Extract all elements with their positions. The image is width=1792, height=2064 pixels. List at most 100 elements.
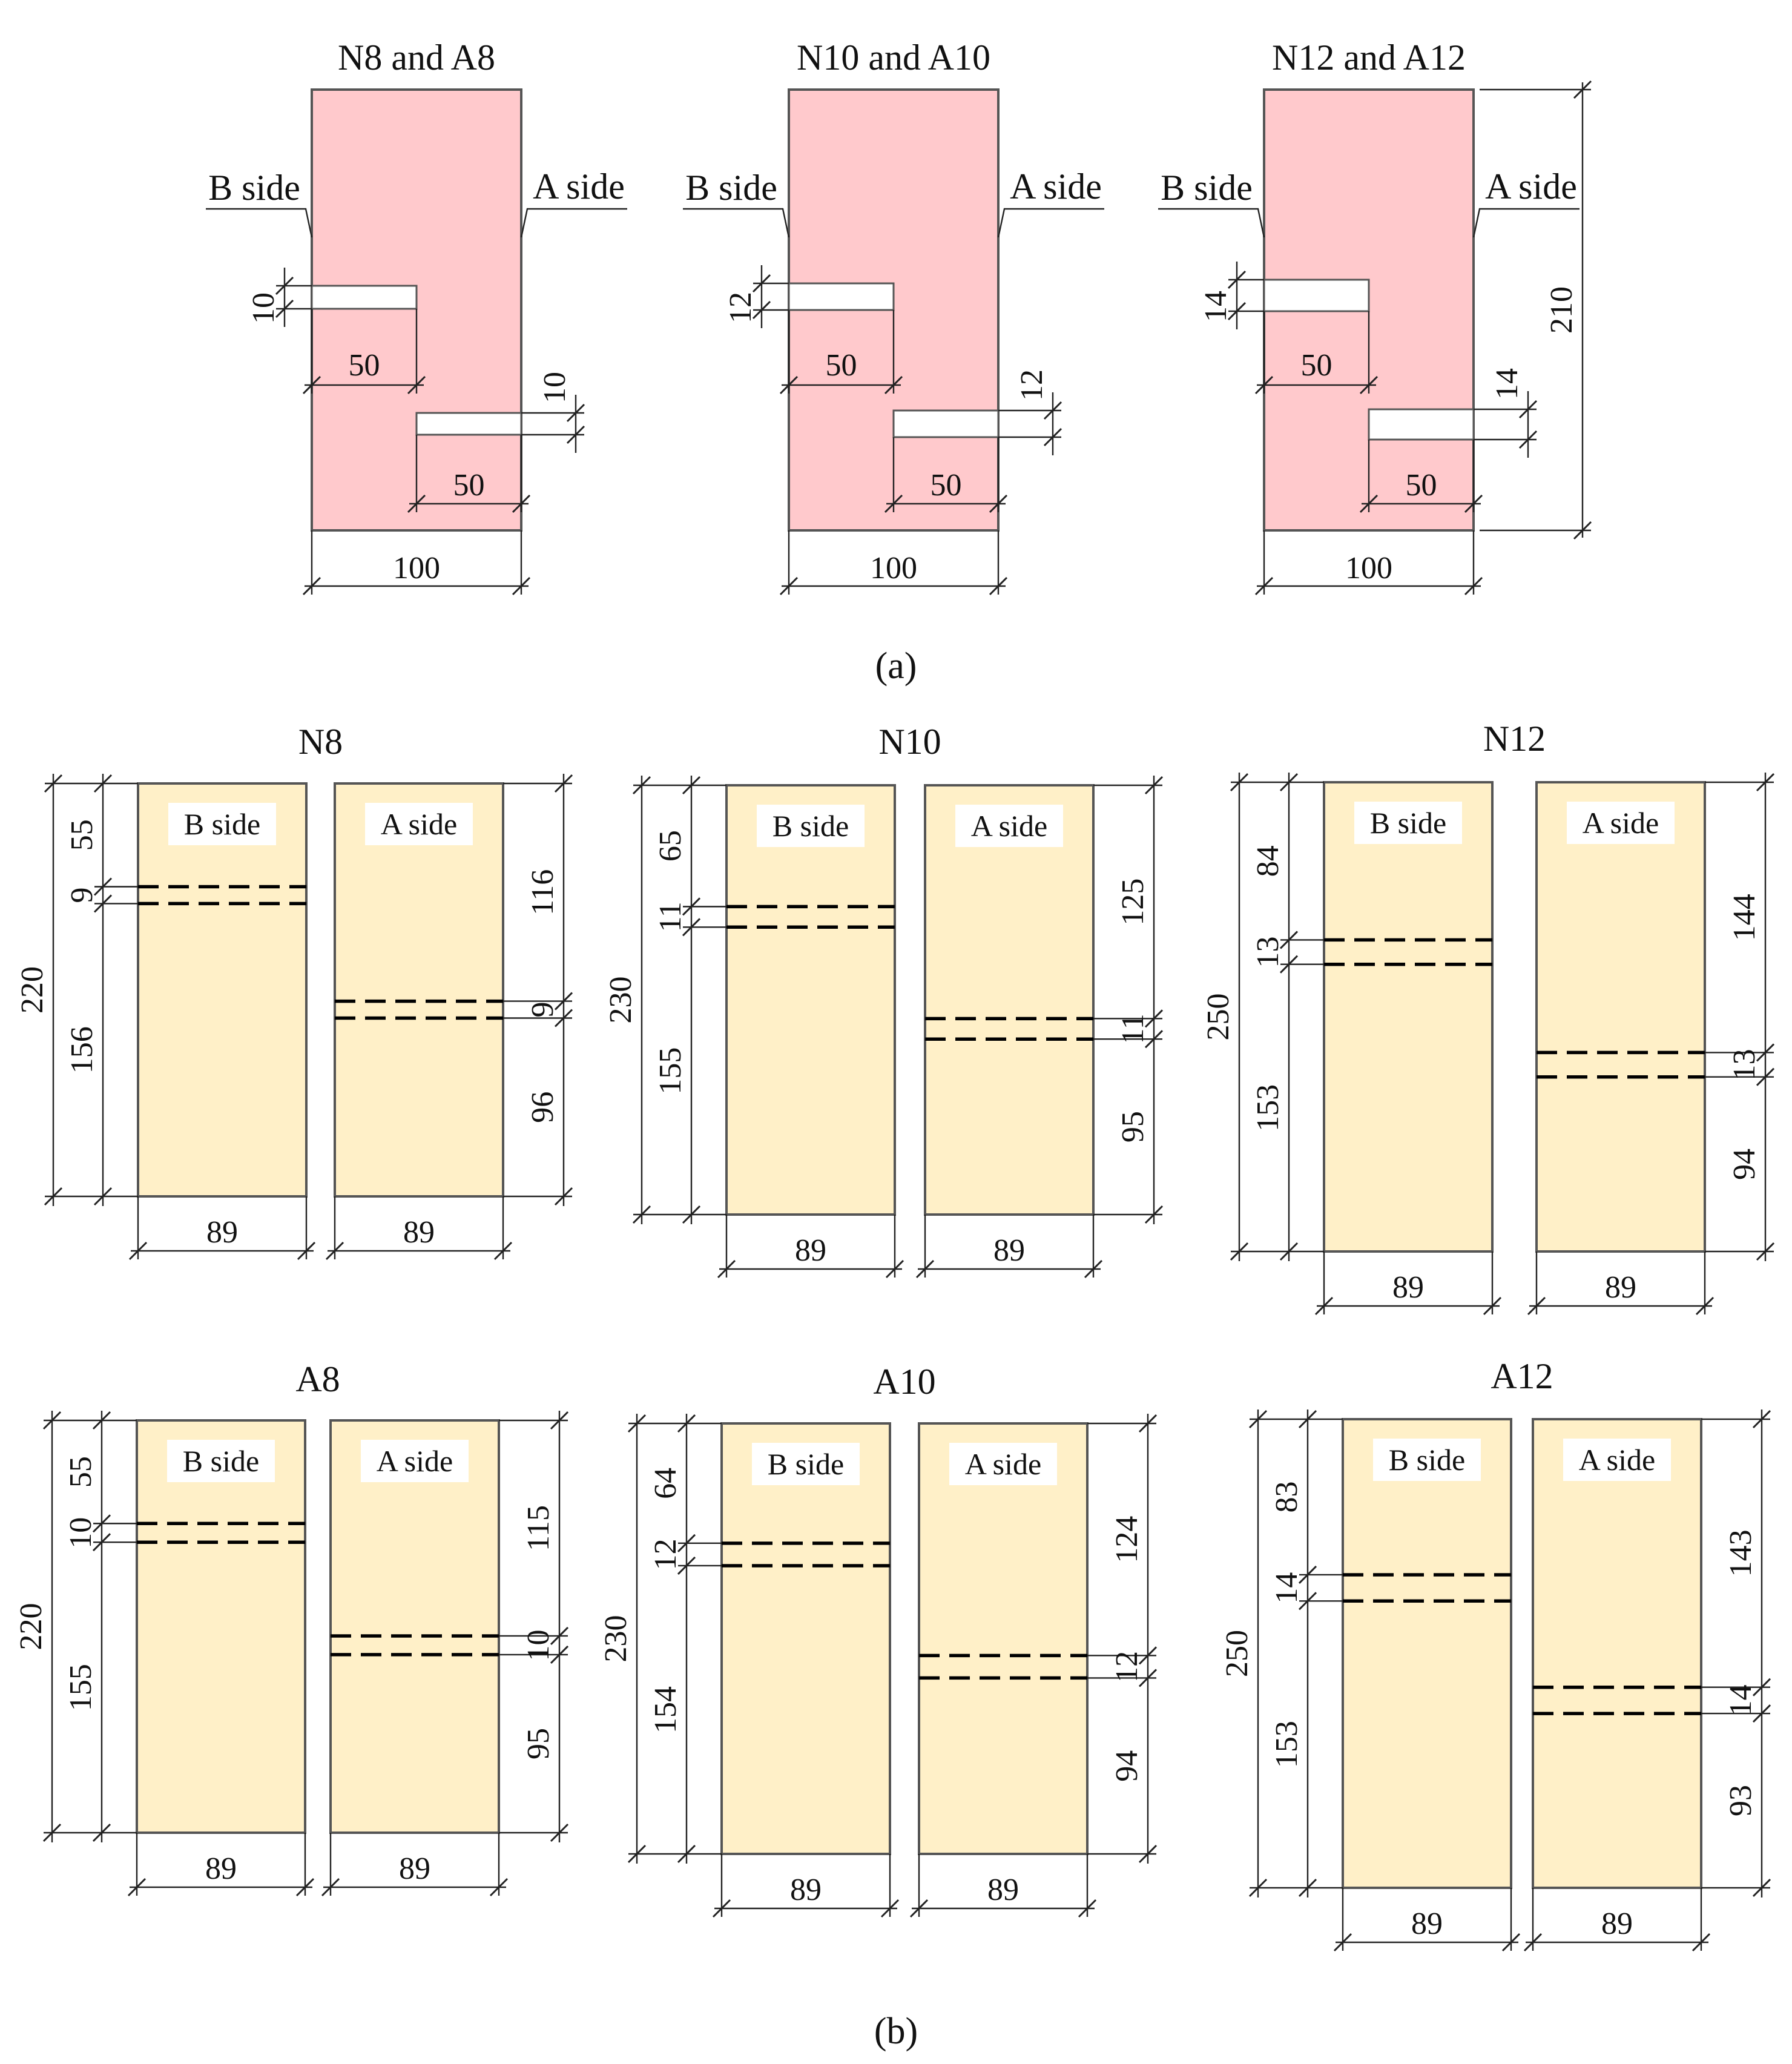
overall-width-value: 100 <box>1345 551 1392 585</box>
dimension-tick <box>275 299 294 318</box>
a-slot-height-value: 10 <box>538 372 572 403</box>
dimension-tick <box>1752 1678 1771 1696</box>
b-side-label: B side <box>685 168 777 208</box>
b-side-leader <box>206 208 313 238</box>
b-gap-value: 12 <box>648 1538 683 1570</box>
b-side-label-box <box>1373 1439 1481 1481</box>
b-side-label: B side <box>208 168 300 208</box>
b-side-panel <box>1323 781 1494 1253</box>
a-top-value: 115 <box>521 1505 556 1551</box>
dimension-tick <box>1144 776 1164 795</box>
dimension-tick <box>1298 1410 1317 1429</box>
dimension-tick <box>752 300 771 320</box>
a-top-value: 124 <box>1110 1516 1144 1563</box>
dimension-tick <box>550 1645 569 1664</box>
dimension-tick <box>632 776 651 795</box>
a-side-label-box <box>361 1440 469 1482</box>
dimension-tick <box>44 774 63 793</box>
a-slot-height-value: 14 <box>1490 368 1524 400</box>
dimension-tick <box>1756 1043 1775 1062</box>
dimension-tick <box>1523 1933 1543 1952</box>
dimension-tick <box>1043 401 1062 420</box>
b-gap-value: 11 <box>653 902 688 932</box>
a-side-label: A side <box>533 167 625 206</box>
dimension-tick <box>93 877 113 896</box>
a-side-label: A side <box>377 1444 453 1478</box>
part-a-specimen: N10 and A10 B side A side 12 50 12 50 100 <box>683 38 1104 596</box>
dimension-tick <box>93 1187 113 1206</box>
dimension-tick <box>44 1187 63 1206</box>
dimension-tick <box>302 375 321 395</box>
a-side-slot <box>892 409 1000 438</box>
specimen-title: N8 and A8 <box>338 38 495 77</box>
b-width-value: 89 <box>790 1873 822 1907</box>
a-width-value: 89 <box>1605 1270 1636 1305</box>
specimen-title: N12 and A12 <box>1272 38 1466 77</box>
a-slot-height-value: 12 <box>1015 369 1049 401</box>
b-bottom-value: 154 <box>648 1686 683 1733</box>
b-side-label: B side <box>772 809 849 843</box>
part-b-drawings: N8 B side A side 220 55 9 156 116 9 96 89 89 N10 B si… <box>14 719 1775 1952</box>
b-bottom-value: 156 <box>65 1026 99 1073</box>
overall-height-value: 210 <box>1544 286 1579 334</box>
dimension-tick <box>493 1241 513 1261</box>
dimension-tick <box>1230 773 1249 792</box>
dimension-tick <box>1756 1242 1775 1261</box>
dimension-tick <box>712 1899 731 1918</box>
dimension-tick <box>1298 1592 1317 1611</box>
dimension-tick <box>1078 1899 1097 1918</box>
dimension-tick <box>717 1259 736 1279</box>
dimension-tick <box>554 1187 573 1206</box>
dimension-tick <box>1138 1844 1158 1864</box>
a-side-panel <box>334 782 504 1198</box>
a-side-label: A side <box>1010 167 1102 206</box>
dimension-tick <box>677 1556 696 1575</box>
b-side-panel <box>725 784 896 1216</box>
dimension-tick <box>884 494 903 513</box>
specimen-title: N12 <box>1483 719 1546 759</box>
a-side-panel <box>329 1419 500 1834</box>
a-side-label-box <box>365 803 473 845</box>
b-width-value: 89 <box>795 1233 826 1268</box>
dimension-tick <box>1144 1205 1164 1224</box>
b-side-label: B side <box>183 1444 259 1478</box>
dimension-tick <box>42 1823 62 1842</box>
dimension-tick <box>627 1844 647 1864</box>
a-side-panel <box>918 1422 1089 1855</box>
dimension-tick <box>512 494 531 513</box>
b-width-value: 89 <box>205 1851 237 1886</box>
dimension-tick <box>566 425 585 444</box>
dimension-tick <box>1144 1030 1164 1049</box>
b-side-panel <box>136 1419 306 1834</box>
dimension-tick <box>407 375 426 395</box>
b-top-value: 84 <box>1251 845 1285 877</box>
b-side-label: B side <box>1370 806 1446 840</box>
a-top-value: 116 <box>525 869 560 915</box>
a-side-label: A side <box>971 809 1047 843</box>
dimension-tick <box>42 1411 62 1430</box>
dimension-tick <box>1464 494 1483 513</box>
dimension-tick <box>1279 1242 1299 1261</box>
a-side-slot <box>415 412 522 436</box>
dimension-tick <box>1227 270 1247 289</box>
dimension-tick <box>1248 1410 1268 1429</box>
dimension-tick <box>1527 1296 1546 1316</box>
dimension-tick <box>682 897 701 916</box>
dimension-tick <box>1359 375 1379 395</box>
a-side-label-box <box>955 805 1063 847</box>
dimension-tick <box>682 1205 701 1224</box>
dimension-tick <box>885 1259 904 1279</box>
b-bottom-value: 153 <box>1270 1721 1304 1768</box>
b-side-label-box <box>752 1443 860 1485</box>
dimension-tick <box>1279 955 1299 974</box>
dimension-tick <box>1314 1296 1334 1316</box>
dimension-tick <box>93 774 113 793</box>
b-top-value: 64 <box>648 1468 683 1499</box>
dimension-tick <box>1518 400 1538 419</box>
dimension-tick <box>1692 1933 1711 1952</box>
b-side-label: B side <box>184 807 260 841</box>
part-b-specimen: A10 B side A side 230 64 12 154 124 12 94 89 89 <box>599 1362 1158 1918</box>
dimension-tick <box>1254 375 1274 395</box>
